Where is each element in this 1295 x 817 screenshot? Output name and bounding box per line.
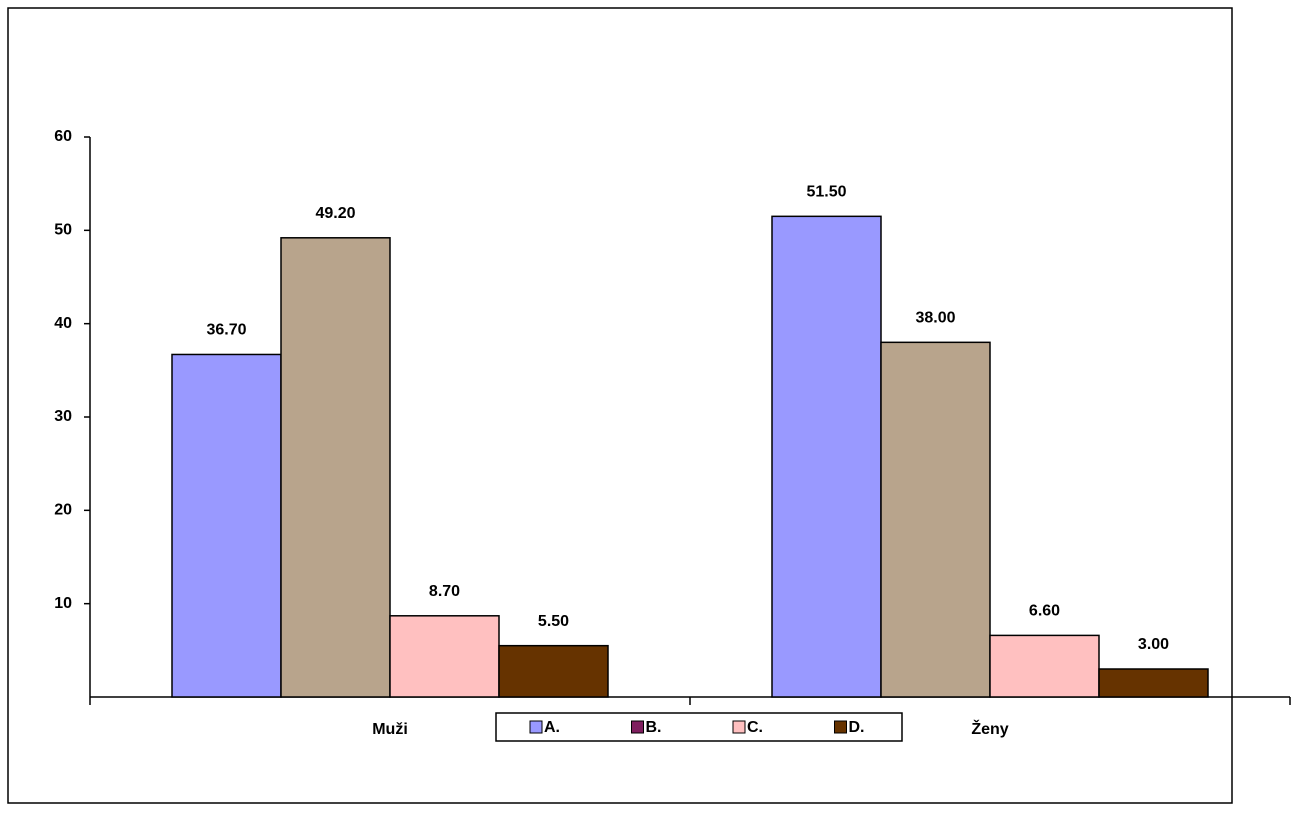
legend-swatch xyxy=(732,720,746,734)
y-tick-label: 50 xyxy=(54,222,72,239)
x-tick-label: Muži xyxy=(372,721,408,738)
bar xyxy=(1098,668,1209,698)
bar xyxy=(989,634,1100,698)
bar xyxy=(771,215,882,698)
data-label: 36.70 xyxy=(206,322,246,339)
data-label: 8.70 xyxy=(429,583,460,600)
y-tick-label: 60 xyxy=(54,128,72,145)
legend-swatch xyxy=(529,720,543,734)
bar xyxy=(389,615,500,698)
data-label: 5.50 xyxy=(538,613,569,630)
data-label: 6.60 xyxy=(1029,603,1060,620)
y-tick-label: 20 xyxy=(54,502,72,519)
data-label: 51.50 xyxy=(806,184,846,201)
x-tick-label: Ženy xyxy=(971,719,1008,738)
bar xyxy=(280,237,391,698)
y-tick-label: 10 xyxy=(54,595,72,612)
bar xyxy=(171,353,282,698)
legend-label: C. xyxy=(747,719,763,736)
legend-swatch xyxy=(834,720,847,734)
legend-swatch xyxy=(631,720,644,734)
legend-label: B. xyxy=(646,719,662,736)
legend-label: A. xyxy=(544,719,560,736)
y-tick-label: 40 xyxy=(54,315,72,332)
data-label: 3.00 xyxy=(1138,636,1169,653)
y-tick-label: 30 xyxy=(54,408,72,425)
legend-label: D. xyxy=(849,719,865,736)
data-label: 49.20 xyxy=(315,205,355,222)
data-label: 38.00 xyxy=(915,310,955,327)
bar xyxy=(880,341,991,698)
bar xyxy=(498,644,609,698)
